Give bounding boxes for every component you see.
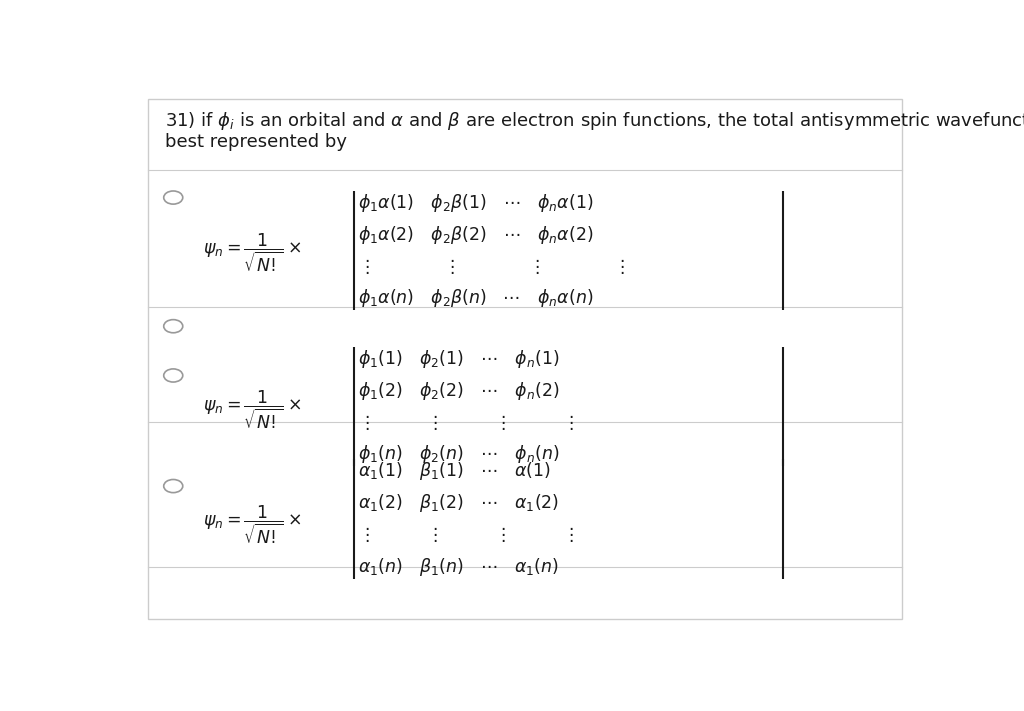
Text: $\psi_n = \dfrac{1}{\sqrt{N!}} \times$: $\psi_n = \dfrac{1}{\sqrt{N!}} \times$ bbox=[204, 388, 302, 431]
Text: $\alpha_1(n) \quad \beta_1(n) \quad \cdots \quad \alpha_1(n)$: $\alpha_1(n) \quad \beta_1(n) \quad \cdo… bbox=[358, 555, 559, 577]
Text: $\phi_1(n) \quad \phi_2(n) \quad \cdots \quad \phi_n(n)$: $\phi_1(n) \quad \phi_2(n) \quad \cdots … bbox=[358, 444, 559, 465]
Text: $\psi_n = \dfrac{1}{\sqrt{N!}} \times$: $\psi_n = \dfrac{1}{\sqrt{N!}} \times$ bbox=[204, 231, 302, 274]
Text: $\psi_n = \dfrac{1}{\sqrt{N!}} \times$: $\psi_n = \dfrac{1}{\sqrt{N!}} \times$ bbox=[204, 503, 302, 545]
Text: $\alpha_1(2) \quad \beta_1(2) \quad \cdots \quad \alpha_1(2)$: $\alpha_1(2) \quad \beta_1(2) \quad \cdo… bbox=[358, 492, 559, 514]
Text: $\phi_1\alpha(2) \quad \phi_2\beta(2) \quad \cdots \quad \phi_n\alpha(2)$: $\phi_1\alpha(2) \quad \phi_2\beta(2) \q… bbox=[358, 224, 594, 246]
Text: $\vdots \qquad\qquad \vdots \qquad\qquad \vdots \qquad\qquad \vdots$: $\vdots \qquad\qquad \vdots \qquad\qquad… bbox=[358, 257, 625, 276]
Text: $\phi_1\alpha(1) \quad \phi_2\beta(1) \quad \cdots \quad \phi_n\alpha(1)$: $\phi_1\alpha(1) \quad \phi_2\beta(1) \q… bbox=[358, 192, 594, 214]
Text: 31) if $\phi_i$ is an orbital and $\alpha$ and $\beta$ are electron spin functio: 31) if $\phi_i$ is an orbital and $\alph… bbox=[165, 110, 1024, 132]
Text: $\vdots \qquad\quad \vdots \qquad\quad \vdots \qquad\quad \vdots$: $\vdots \qquad\quad \vdots \qquad\quad \… bbox=[358, 413, 574, 432]
Text: $\phi_1(1) \quad \phi_2(1) \quad \cdots \quad \phi_n(1)$: $\phi_1(1) \quad \phi_2(1) \quad \cdots … bbox=[358, 348, 560, 370]
Text: best represented by: best represented by bbox=[165, 134, 347, 151]
Text: $\alpha_1(1) \quad \beta_1(1) \quad \cdots \quad \alpha(1)$: $\alpha_1(1) \quad \beta_1(1) \quad \cdo… bbox=[358, 460, 551, 482]
Text: $\phi_1(2) \quad \phi_2(2) \quad \cdots \quad \phi_n(2)$: $\phi_1(2) \quad \phi_2(2) \quad \cdots … bbox=[358, 380, 560, 402]
Text: $\phi_1\alpha(n) \quad \phi_2\beta(n) \quad \cdots \quad \phi_n\alpha(n)$: $\phi_1\alpha(n) \quad \phi_2\beta(n) \q… bbox=[358, 287, 594, 309]
Text: $\vdots \qquad\quad \vdots \qquad\quad \vdots \qquad\quad \vdots$: $\vdots \qquad\quad \vdots \qquad\quad \… bbox=[358, 525, 574, 545]
